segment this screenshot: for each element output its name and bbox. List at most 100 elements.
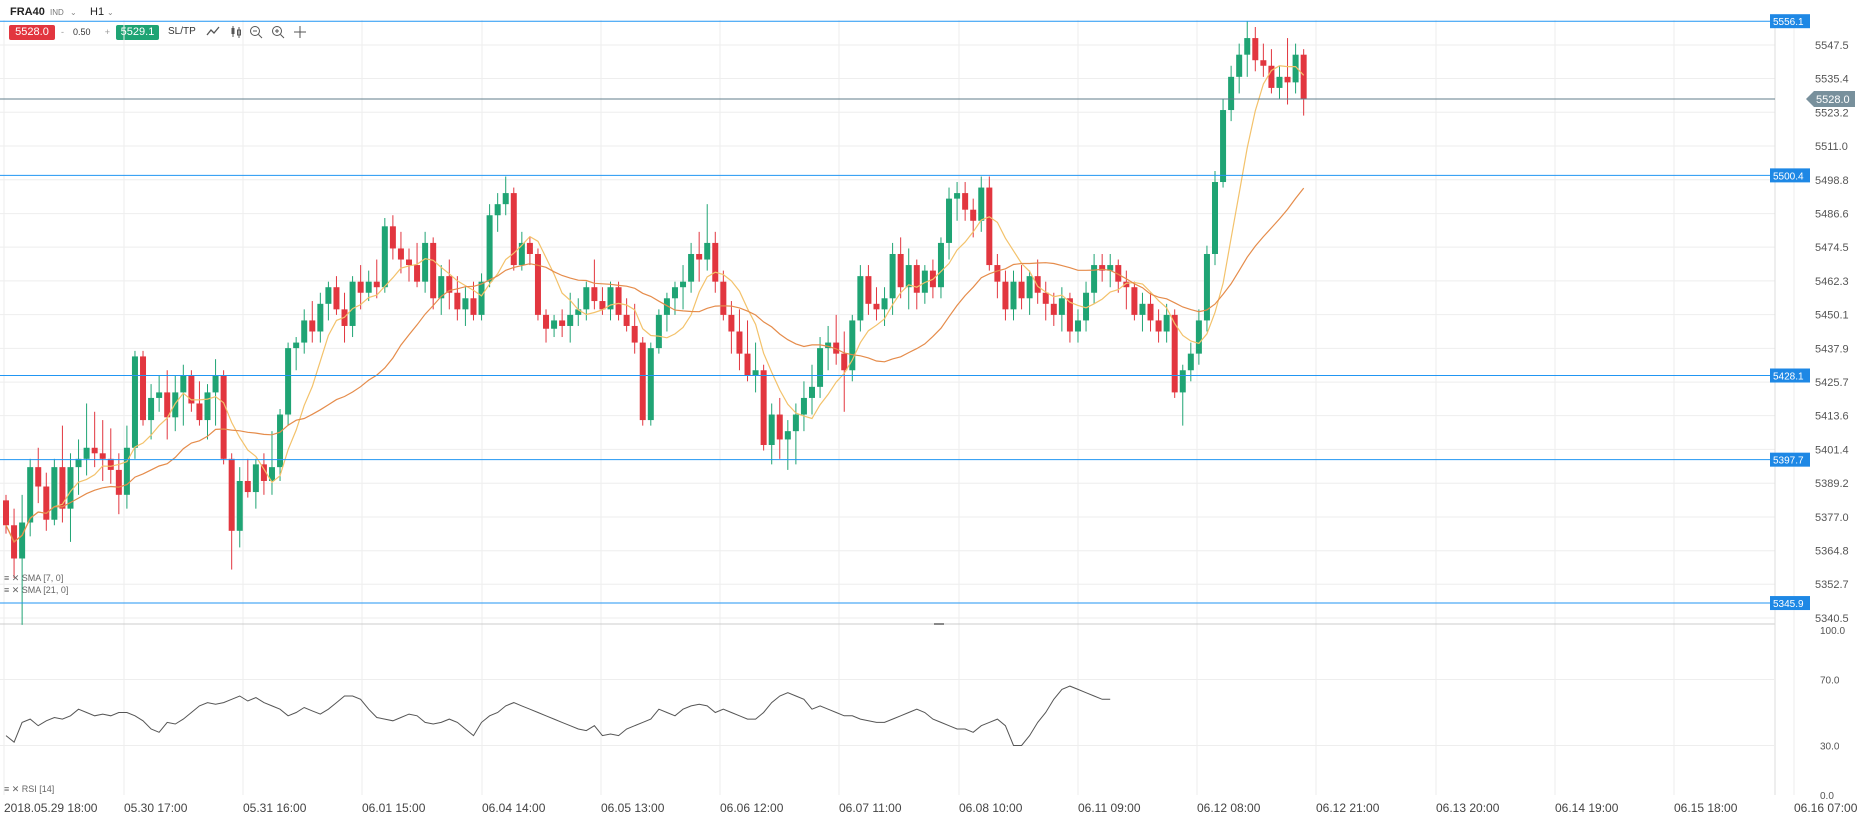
quantity-value[interactable]: 0.50 xyxy=(73,27,91,37)
candle xyxy=(260,464,267,481)
hline-price-label xyxy=(1770,452,1810,467)
candle xyxy=(438,276,445,299)
current-price-tag xyxy=(1806,90,1855,107)
candle xyxy=(1147,303,1154,321)
candle xyxy=(792,414,799,432)
candle xyxy=(680,281,687,288)
candle xyxy=(317,303,324,332)
candle xyxy=(809,386,815,398)
candle xyxy=(365,281,372,293)
rsi-indicator-label[interactable]: ≡ ✕ RSI [14] xyxy=(4,784,55,794)
candle xyxy=(27,467,34,523)
y-tick-label: 5364.8 xyxy=(1815,546,1849,558)
candle xyxy=(1236,54,1243,77)
candle xyxy=(1284,76,1291,83)
candle xyxy=(937,242,944,288)
candle xyxy=(67,467,74,509)
candle xyxy=(865,276,872,304)
candle xyxy=(123,447,130,495)
candle xyxy=(357,281,364,293)
candle xyxy=(825,342,832,349)
x-tick-label: 06.08 10:00 xyxy=(959,801,1023,815)
candle xyxy=(704,242,711,260)
candle xyxy=(83,447,90,459)
candle xyxy=(188,375,195,404)
rsi-label-text: RSI [14] xyxy=(21,784,55,794)
candle xyxy=(889,253,896,299)
sma7-indicator-label[interactable]: ≡ ✕ SMA [7, 0] xyxy=(4,573,64,583)
candle xyxy=(1091,265,1098,293)
candle xyxy=(655,314,662,349)
candle xyxy=(244,480,251,493)
quantity-stepper[interactable]: - 0.50 + xyxy=(58,25,114,40)
candle xyxy=(954,193,961,199)
pane-resize-handle[interactable] xyxy=(934,623,944,625)
candles-icon[interactable] xyxy=(230,25,244,42)
line-chart-icon[interactable] xyxy=(206,25,220,40)
candle xyxy=(301,320,308,343)
x-tick-label: 06.14 19:00 xyxy=(1555,801,1619,815)
sma21-indicator-label[interactable]: ≡ ✕ SMA [21, 0] xyxy=(4,585,69,595)
candle xyxy=(3,500,9,526)
candle xyxy=(736,331,743,354)
candle xyxy=(1107,265,1114,271)
sell-button[interactable]: 5528.0 xyxy=(9,25,55,40)
zoom-in-icon[interactable] xyxy=(271,25,285,42)
y-tick-label: 5437.9 xyxy=(1815,343,1849,355)
candle xyxy=(196,403,203,421)
sltp-button[interactable]: SL/TP xyxy=(168,26,196,37)
y-tick-label: 5377.0 xyxy=(1815,512,1849,524)
candle xyxy=(510,193,517,266)
rsi-axis-label: 100.0 xyxy=(1820,626,1845,637)
rsi-axis-label: 30.0 xyxy=(1820,742,1840,753)
crosshair-icon[interactable] xyxy=(293,25,307,42)
decrease-quantity-button[interactable]: - xyxy=(61,27,64,37)
symbol-selector[interactable]: FRA40 xyxy=(10,6,45,18)
hline-price-text: 5397.7 xyxy=(1773,456,1804,467)
candle xyxy=(663,298,670,315)
candle xyxy=(800,397,807,415)
y-tick-label: 5498.8 xyxy=(1815,175,1849,187)
candle xyxy=(180,375,187,393)
candle xyxy=(720,281,727,315)
candle xyxy=(325,287,332,304)
candle xyxy=(696,253,703,260)
candle xyxy=(414,265,421,282)
rsi-line xyxy=(5,685,1111,746)
candle xyxy=(1300,54,1307,99)
candle xyxy=(446,276,453,293)
y-tick-label: 5523.2 xyxy=(1815,107,1849,119)
candle xyxy=(841,353,848,371)
candle xyxy=(615,287,622,315)
y-tick-label: 5474.5 xyxy=(1815,242,1849,254)
candle xyxy=(148,397,155,421)
candle xyxy=(1034,276,1041,293)
candle xyxy=(760,370,767,445)
candle xyxy=(986,187,993,266)
chevron-down-icon[interactable]: ⌄ xyxy=(107,8,114,17)
candle xyxy=(1026,276,1033,299)
candle xyxy=(1179,370,1186,393)
timeframe-selector[interactable]: H1 xyxy=(90,6,105,18)
hline-price-label xyxy=(1770,168,1810,183)
candle xyxy=(921,270,928,293)
candle xyxy=(607,287,614,310)
y-tick-label: 5535.4 xyxy=(1815,73,1849,85)
candle xyxy=(1099,265,1106,271)
candle xyxy=(575,309,582,315)
increase-quantity-button[interactable]: + xyxy=(104,27,110,37)
candle xyxy=(526,242,533,254)
chevron-down-icon[interactable]: ⌄ xyxy=(70,8,77,17)
candle xyxy=(905,265,912,288)
candle xyxy=(567,314,574,326)
zoom-out-icon[interactable] xyxy=(249,25,263,42)
candle xyxy=(131,356,138,448)
candle xyxy=(1244,38,1251,55)
candle xyxy=(140,356,147,421)
hline-price-text: 5500.4 xyxy=(1773,171,1804,182)
buy-button[interactable]: 5529.1 xyxy=(116,25,159,40)
candle xyxy=(817,348,824,387)
candle xyxy=(913,265,920,293)
candle xyxy=(591,287,598,302)
